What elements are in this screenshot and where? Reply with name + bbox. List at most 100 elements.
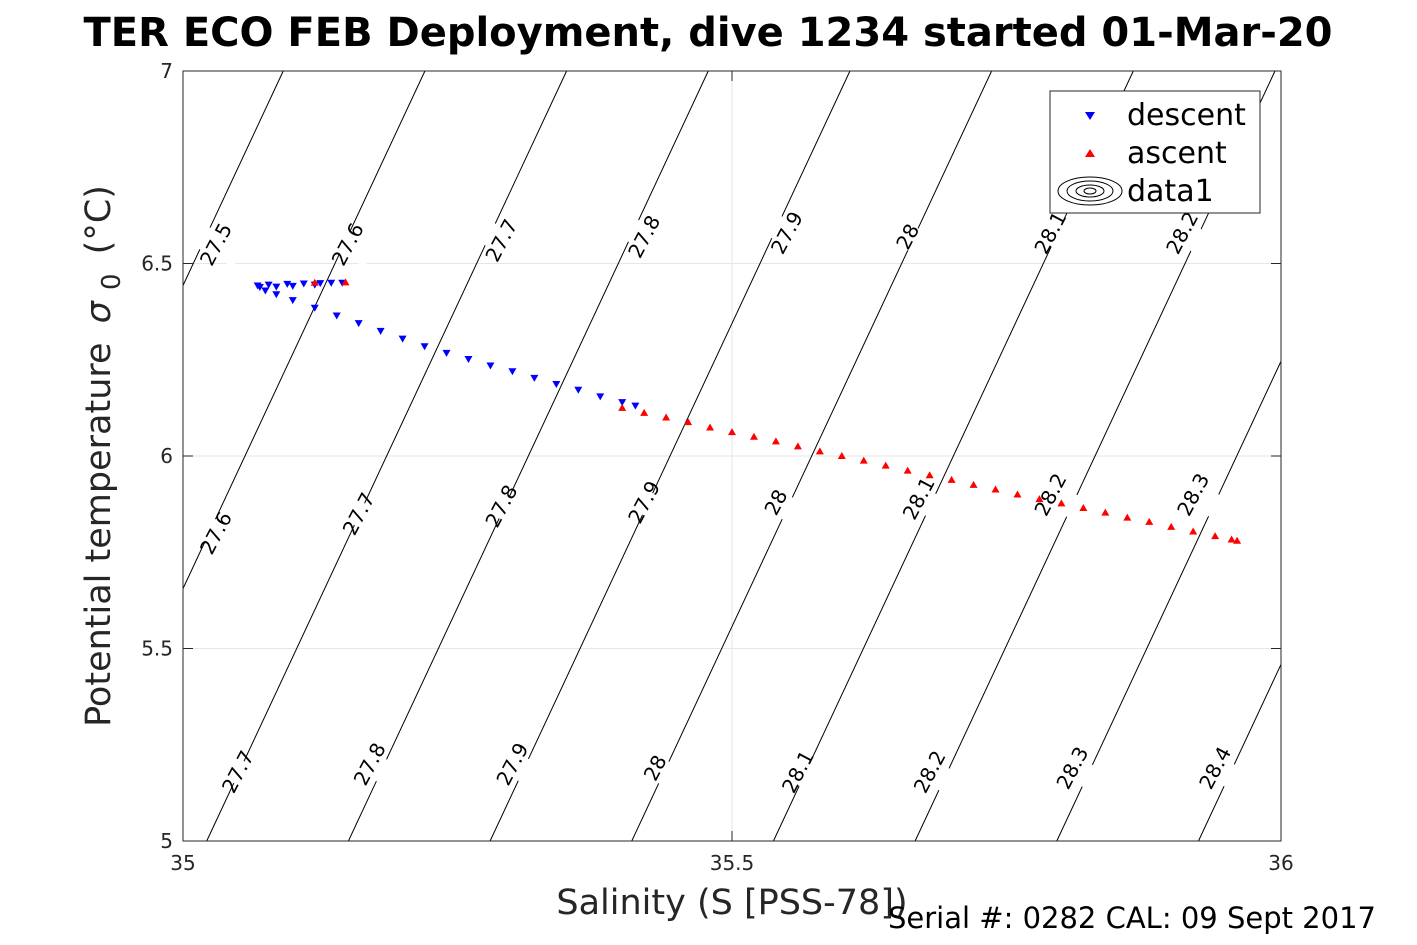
descent-point: [552, 381, 561, 389]
contour-label-bg: [472, 483, 531, 529]
ascent-point: [749, 432, 758, 440]
ascent-point: [859, 456, 868, 464]
x-axis-label: Salinity (S [PSS-78]): [556, 883, 907, 923]
contour-line: [489, 70, 851, 842]
descent-point: [272, 291, 281, 299]
axis-ticks: 35 35.5 36 5 5.5 6 6.5 7: [141, 59, 1294, 875]
descent-point: [299, 280, 308, 288]
ascent-point: [771, 437, 780, 445]
y-axis-label: Potential temperature σ 0 (°C): [79, 185, 129, 727]
contour-label-bg: [483, 741, 541, 787]
descent-point: [272, 283, 281, 291]
contour-label-bg: [769, 748, 827, 795]
ascent-point: [969, 480, 978, 488]
contour-line: [1056, 361, 1282, 842]
legend-ascent-label: ascent: [1127, 136, 1227, 171]
ascent-point: [1189, 527, 1198, 535]
contour-label-bg: [341, 741, 399, 787]
contour-line: [347, 70, 709, 842]
descent-point: [255, 283, 264, 291]
ascent-point: [1123, 513, 1132, 521]
descent-point: [354, 320, 363, 328]
contour-label-bg: [890, 475, 948, 522]
descent-point: [376, 327, 385, 335]
contour-line: [1198, 664, 1282, 842]
descent-point: [486, 362, 495, 370]
legend-data1-label: data1: [1127, 174, 1214, 209]
descent-point: [618, 399, 627, 407]
y-axis-label-sub: 0: [97, 273, 127, 290]
contour-line: [631, 70, 993, 842]
x-tick-label: 35.5: [710, 851, 755, 875]
descent-point: [264, 281, 273, 289]
y-tick-label: 5: [160, 829, 173, 853]
contour-label-bg: [747, 479, 805, 526]
ascent-point: [618, 403, 627, 411]
contour-line: [182, 70, 426, 589]
ascent-point: [706, 423, 715, 431]
ascent-point: [881, 461, 890, 469]
descent-point: [596, 393, 605, 401]
ascent-point: [947, 475, 956, 483]
contour-label-bg: [626, 745, 684, 791]
descent-point: [574, 386, 583, 394]
ascent-point: [837, 452, 846, 459]
ascent-point: [903, 466, 912, 474]
ascent-point: [684, 418, 693, 426]
legend-descent-label: descent: [1127, 98, 1246, 133]
y-tick-label: 5.5: [141, 637, 173, 661]
descent-point: [310, 304, 319, 312]
y-tick-label: 6: [160, 444, 173, 468]
ascent-point: [1101, 508, 1110, 516]
y-axis-label-symbol: σ: [79, 299, 119, 323]
descent-point: [327, 279, 336, 287]
contour-label-bg: [187, 510, 245, 556]
descent-point: [442, 349, 451, 357]
contour-label-bg: [319, 221, 377, 268]
contour-label-bg: [615, 213, 673, 260]
descent-point: [398, 335, 407, 343]
ascent-point: [640, 408, 649, 416]
ascent-point: [925, 471, 934, 479]
contour-label-bg: [615, 479, 673, 526]
descent-point: [420, 343, 429, 351]
descent-point: [261, 287, 270, 295]
ascent-point: [1167, 522, 1176, 530]
ascent-point: [991, 485, 1000, 493]
contour-label-bg: [1043, 745, 1101, 791]
density-contours: 27.5 27.627.627.727.727.727.827.827.827.9…: [182, 70, 1282, 842]
x-tick-label: 36: [1268, 851, 1293, 875]
contour-line: [206, 70, 568, 842]
contour-label-bg: [187, 221, 245, 268]
y-tick-label: 7: [160, 59, 173, 83]
y-axis-label-main: Potential temperature: [79, 342, 119, 726]
ascent-point: [1057, 499, 1066, 507]
ascent-point: [728, 428, 736, 436]
contour-label-bg: [209, 748, 267, 795]
descent-point: [288, 297, 297, 305]
chart-title: TER ECO FEB Deployment, dive 1234 starte…: [83, 10, 1332, 56]
contour-label-bg: [901, 748, 959, 795]
descent-point: [508, 368, 517, 376]
descent-point: [464, 355, 473, 363]
contour-label-bg: [1186, 745, 1244, 791]
ascent-point: [815, 447, 824, 455]
y-axis-label-unit: (°C): [79, 185, 119, 254]
legend: descent ascent data1: [1049, 90, 1261, 214]
ascent-point: [1035, 495, 1044, 503]
contour-label-bg: [1164, 471, 1222, 518]
descent-point: [332, 312, 341, 320]
contour-label-bg: [1153, 209, 1211, 256]
ascent-point: [1211, 532, 1220, 540]
ascent-point: [1079, 503, 1088, 511]
legend-descent-marker: [1085, 112, 1095, 120]
y-tick-label: 6.5: [141, 252, 173, 276]
descent-point: [631, 402, 640, 410]
descent-point: [283, 280, 292, 288]
ascent-point: [341, 278, 350, 286]
legend-data1-contour-icon: [1057, 176, 1123, 206]
svg-text:Potential temperature σ: Potential temperature σ 0 (°C): [79, 185, 129, 727]
ascent-point: [1233, 536, 1242, 544]
data-points: [253, 278, 1242, 544]
